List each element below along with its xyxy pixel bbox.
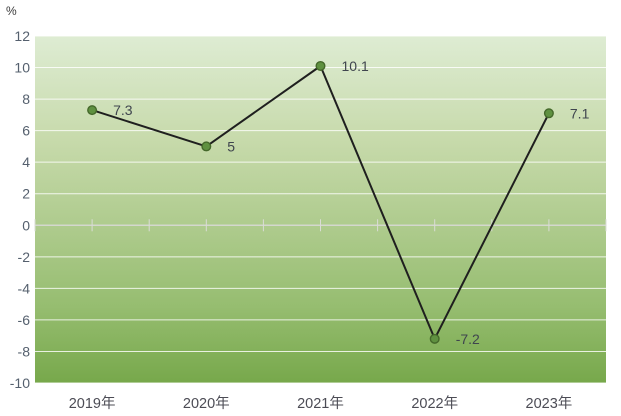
y-tick-label-12: 12: [14, 28, 30, 44]
data-point-2023年: [543, 108, 554, 119]
data-label-2023年: 7.1: [570, 105, 590, 121]
y-axis-unit-label: %: [6, 4, 17, 18]
data-label-2021年: 10.1: [342, 58, 369, 74]
y-tick-label--4: -4: [18, 280, 31, 296]
y-tick-label--6: -6: [18, 312, 31, 328]
data-label-2019年: 7.3: [113, 102, 133, 118]
x-axis-label-2021年: 2021年: [297, 395, 344, 412]
x-axis-label-2020年: 2020年: [183, 395, 230, 412]
y-tick-label-0: 0: [22, 217, 30, 233]
y-tick-label-8: 8: [22, 91, 30, 107]
y-tick-label--8: -8: [18, 343, 31, 359]
data-label-2022年: -7.2: [456, 331, 480, 347]
x-axis-label-2022年: 2022年: [411, 395, 458, 412]
y-tick-label--2: -2: [18, 249, 31, 265]
x-axis-label-2023年: 2023年: [526, 395, 573, 412]
y-tick-label-10: 10: [14, 60, 30, 76]
data-label-2020年: 5: [227, 138, 235, 154]
data-point-2022年: [429, 333, 440, 344]
plot-area: [35, 36, 606, 383]
data-point-2020年: [201, 141, 212, 152]
y-tick-label-6: 6: [22, 123, 30, 139]
x-axis-label-2019年: 2019年: [69, 395, 116, 412]
data-point-2021年: [315, 60, 326, 71]
data-point-2019年: [87, 105, 98, 116]
y-tick-label-2: 2: [22, 186, 30, 202]
y-tick-label--10: -10: [10, 375, 30, 391]
y-tick-label-4: 4: [22, 154, 30, 170]
